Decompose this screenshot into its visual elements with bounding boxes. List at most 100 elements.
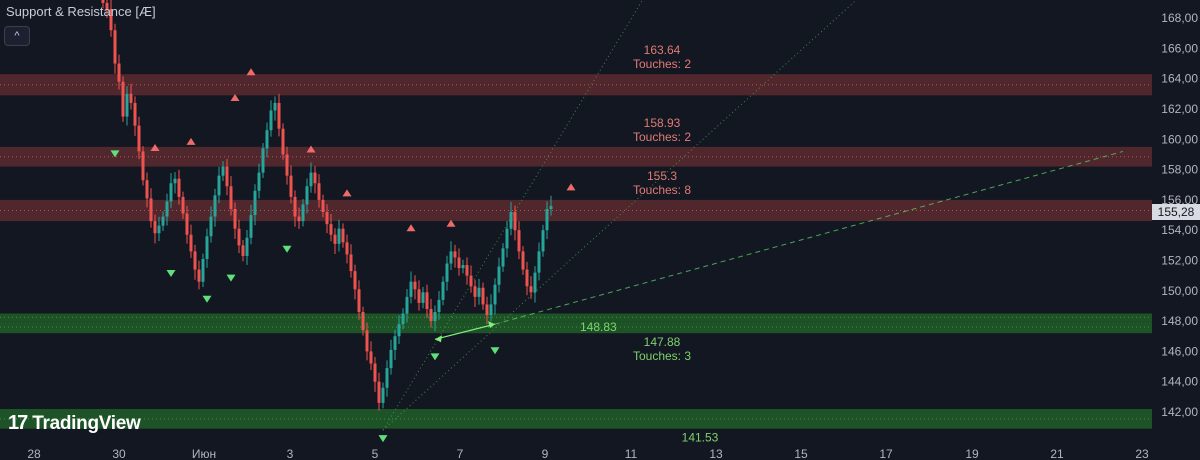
candle-body xyxy=(409,281,413,297)
indicator-title[interactable]: Support & Resistance [Æ] xyxy=(6,4,156,19)
x-tick-label: 13 xyxy=(709,447,723,460)
candle-body xyxy=(177,178,181,197)
y-tick-label: 148,00 xyxy=(1161,314,1198,328)
y-tick-label: 154,00 xyxy=(1161,223,1198,237)
candle-body xyxy=(189,234,193,252)
candle-body xyxy=(109,9,113,31)
candle-body xyxy=(373,363,377,382)
candle-body xyxy=(333,234,337,244)
candle-body xyxy=(505,228,509,249)
pivot-low-icon xyxy=(430,353,440,361)
trend-arrow xyxy=(434,323,496,340)
candle-body xyxy=(321,199,325,213)
candle-body xyxy=(509,212,513,229)
candle-body xyxy=(261,148,265,173)
candle-body xyxy=(469,275,473,287)
y-tick-label: 166,00 xyxy=(1161,41,1198,55)
candle-body xyxy=(237,228,241,246)
pivot-low-icon xyxy=(226,274,236,282)
candle-body xyxy=(349,254,353,272)
candle-body xyxy=(457,257,461,269)
sr-zones xyxy=(0,74,1152,429)
y-tick-label: 162,00 xyxy=(1161,102,1198,116)
x-tick-label: 9 xyxy=(542,447,549,460)
candle-body xyxy=(265,130,269,149)
candle-body xyxy=(125,93,129,117)
candle-body xyxy=(193,251,197,270)
candle-body xyxy=(481,287,485,305)
candle-body xyxy=(249,215,253,238)
trend-arrow-head xyxy=(435,335,442,343)
resistance-price-label: 155.3 xyxy=(647,169,677,183)
candle-body xyxy=(461,265,465,269)
candle-body xyxy=(145,180,149,199)
candle-body xyxy=(525,269,529,287)
candle-body xyxy=(161,216,165,226)
candle-body xyxy=(305,186,309,205)
candle-body xyxy=(413,281,417,290)
support-price-label: 147.88 xyxy=(644,335,681,349)
collapse-button[interactable]: ^ xyxy=(4,26,30,46)
pivot-high-icon xyxy=(406,224,416,232)
candle-body xyxy=(233,208,237,229)
candle-body xyxy=(269,110,273,131)
candle-body xyxy=(281,128,285,155)
candle-body xyxy=(153,221,157,234)
pivot-high-icon xyxy=(306,145,316,153)
support-touches-label: Touches: 3 xyxy=(633,349,691,363)
candle-body xyxy=(137,125,141,152)
candle-body xyxy=(489,304,493,316)
candle-body xyxy=(381,387,385,403)
support-price-label: 148.83 xyxy=(580,320,617,334)
candle-body xyxy=(225,166,229,187)
candle-body xyxy=(353,271,357,290)
x-tick-label: 5 xyxy=(372,447,379,460)
candle-body xyxy=(165,201,169,217)
candle-body xyxy=(425,292,429,309)
candle-body xyxy=(201,258,205,282)
pivot-high-icon xyxy=(230,93,240,101)
candle-body xyxy=(289,175,293,197)
brand-name: TradingView xyxy=(32,412,141,434)
trendline xyxy=(494,150,1124,325)
x-tick-label: 30 xyxy=(112,447,126,460)
candle-body xyxy=(229,186,233,209)
candle-body xyxy=(121,81,125,117)
candle-body xyxy=(297,216,301,222)
trendlines xyxy=(382,0,1124,431)
candle-body xyxy=(361,312,365,331)
x-tick-label: 7 xyxy=(457,447,464,460)
pivot-high-icon xyxy=(566,183,576,191)
y-tick-label: 164,00 xyxy=(1161,72,1198,86)
candle-body xyxy=(465,265,469,276)
candle-body xyxy=(205,236,209,259)
candle-body xyxy=(329,224,333,235)
candle-body xyxy=(513,212,517,231)
resistance-touches-label: Touches: 2 xyxy=(633,57,691,71)
candle-body xyxy=(401,313,405,325)
candle-body xyxy=(257,172,261,191)
y-tick-label: 158,00 xyxy=(1161,163,1198,177)
candle-body xyxy=(517,230,521,252)
time-axis: 28 30 Июн 3 5 7 9 11 13 15 17 19 21 23 xyxy=(27,447,1149,460)
x-tick-label: 3 xyxy=(287,447,294,460)
tradingview-logo[interactable]: 17 TradingView xyxy=(8,412,141,435)
x-tick-label: Июн xyxy=(192,447,216,460)
candle-body xyxy=(313,172,317,184)
candle-body xyxy=(453,251,457,258)
resistance-price-label: 158.93 xyxy=(644,116,681,130)
pivot-high-icon xyxy=(246,68,256,76)
pivot-high-icon xyxy=(342,189,352,197)
candle-body xyxy=(101,0,105,3)
candle-body xyxy=(449,251,453,264)
trend-arrow-head xyxy=(488,321,495,329)
candle-body xyxy=(369,351,373,364)
pivot-low-icon xyxy=(110,150,120,158)
candle-body xyxy=(117,63,121,82)
candle-body xyxy=(477,287,481,297)
candle-body xyxy=(429,308,433,322)
candle-body xyxy=(397,324,401,337)
